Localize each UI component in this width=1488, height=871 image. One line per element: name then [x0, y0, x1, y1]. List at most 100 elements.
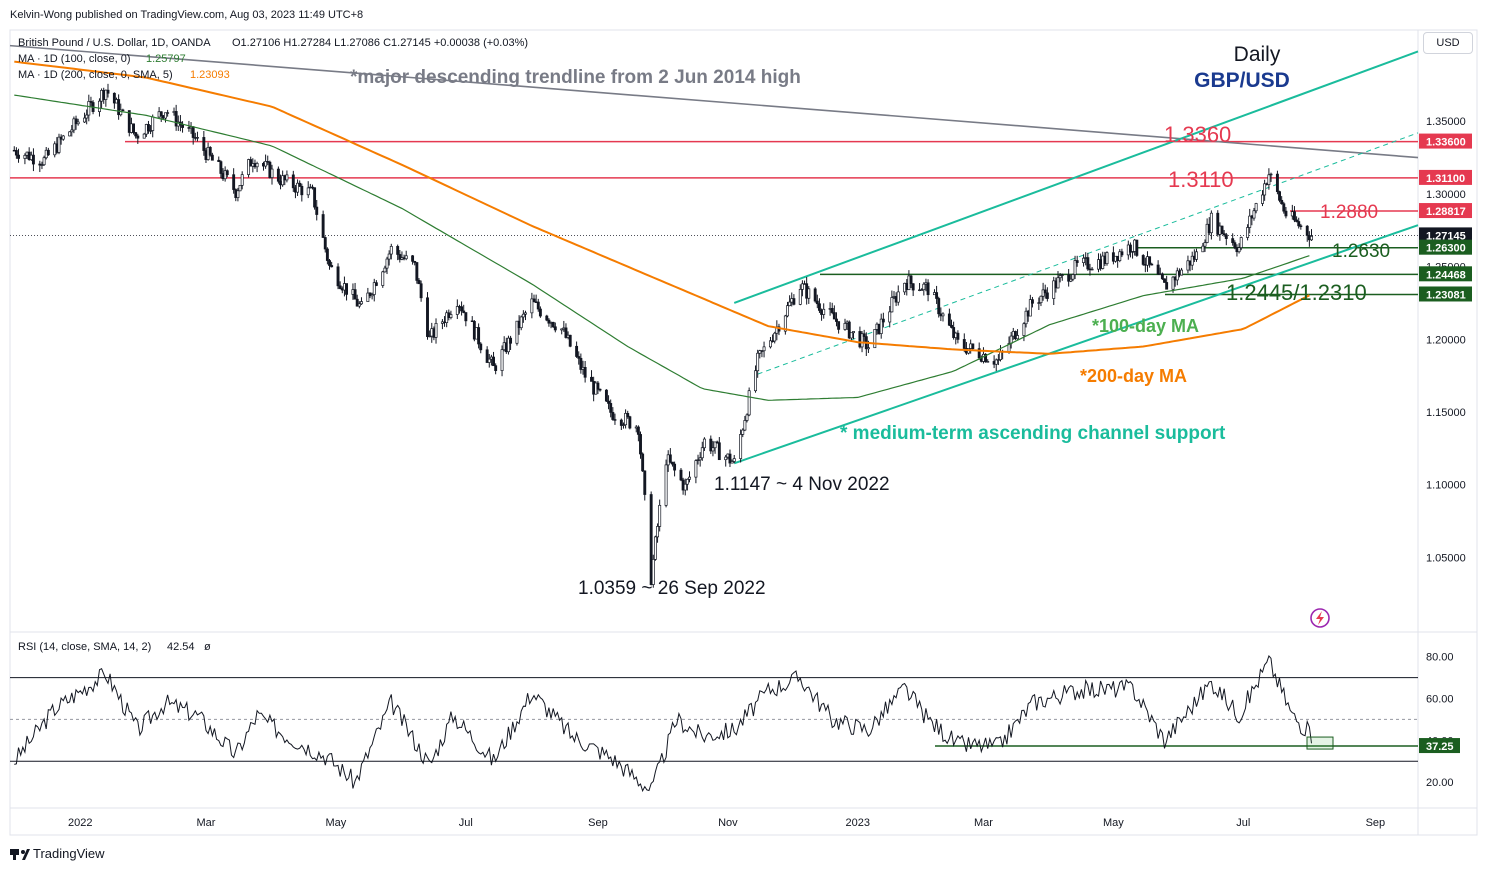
- candle-body: [1022, 323, 1026, 336]
- candle-body: [651, 559, 655, 585]
- candle-body: [426, 297, 429, 337]
- price-tick-label: 1.10000: [1426, 480, 1466, 492]
- candle-body: [396, 246, 400, 255]
- candle-body: [1086, 257, 1090, 270]
- candle-body: [147, 124, 150, 132]
- candle-body: [1224, 234, 1228, 239]
- candle-body: [926, 282, 930, 296]
- candle-body: [843, 323, 847, 330]
- rsi-legend-empty-icon: ø: [204, 641, 211, 653]
- rsi-legend-label[interactable]: RSI (14, close, SMA, 14, 2): [18, 641, 151, 653]
- candle-body: [575, 345, 579, 357]
- candle-body: [685, 478, 689, 485]
- symbol-title: British Pound / U.S. Dollar, 1D, OANDA: [18, 37, 211, 49]
- candle-body: [536, 301, 540, 310]
- candle-body: [641, 453, 645, 472]
- candle-body: [807, 288, 811, 299]
- candle-body: [210, 154, 214, 161]
- candle-body: [1269, 173, 1273, 176]
- candle-body: [142, 133, 146, 139]
- candle-body: [68, 131, 72, 137]
- candle-body: [291, 174, 295, 189]
- candle-body: [626, 413, 630, 418]
- price-label-text: 1.23081: [1426, 289, 1466, 301]
- candle-body: [956, 332, 960, 340]
- candle-body: [1060, 274, 1064, 276]
- candle-body: [462, 310, 466, 313]
- candle-body: [1284, 210, 1288, 217]
- ma100-legend-label[interactable]: MA · 1D (100, close, 0): [18, 53, 131, 65]
- candle-body: [98, 100, 101, 112]
- candle-body: [313, 187, 317, 208]
- candle-body: [545, 315, 549, 321]
- candle-body: [315, 206, 319, 215]
- candle-body: [888, 311, 892, 323]
- annotation-ma100: *100-day MA: [1092, 316, 1199, 336]
- candle-body: [624, 413, 628, 426]
- candle-body: [119, 109, 123, 116]
- currency-button[interactable]: USD: [1423, 32, 1473, 54]
- lightning-icon[interactable]: [1310, 608, 1330, 628]
- candle-body: [813, 288, 817, 302]
- candle-body: [649, 494, 653, 585]
- candle-body: [509, 337, 513, 344]
- publisher-note: Kelvin-Wong published on TradingView.com…: [10, 9, 363, 21]
- annotation-support-2: 1.2445/1.2310: [1226, 280, 1367, 305]
- candle-body: [664, 464, 668, 506]
- candle-body: [604, 389, 608, 402]
- ohlc-values: O1.27106 H1.27284 L1.27086 C1.27145 +0.0…: [232, 37, 528, 49]
- candle-body: [568, 334, 572, 347]
- candle-body: [195, 137, 199, 139]
- candle-body: [698, 457, 702, 461]
- candle-body: [477, 327, 481, 345]
- candle-body: [598, 388, 602, 391]
- candle-body: [1163, 278, 1166, 283]
- candle-body: [1045, 292, 1049, 299]
- candle-body: [1233, 242, 1237, 249]
- candle-body: [658, 504, 662, 527]
- candle-body: [862, 333, 866, 337]
- candle-body: [1231, 238, 1235, 244]
- descending-trendline: [9, 44, 1419, 159]
- candle-body: [1150, 263, 1154, 266]
- candle-body: [355, 298, 359, 307]
- ma100-line: [14, 94, 1310, 401]
- candle-body: [1075, 260, 1079, 263]
- candle-body: [668, 454, 672, 463]
- candle-body: [745, 414, 749, 421]
- price-label-text: 1.27145: [1426, 230, 1466, 242]
- candle-body: [136, 135, 140, 139]
- candle-body: [240, 174, 244, 186]
- candle-body: [709, 438, 713, 452]
- candle-body: [1216, 212, 1220, 235]
- candle-body: [238, 184, 242, 192]
- price-label-text: 1.33600: [1426, 137, 1466, 149]
- candle-body: [276, 168, 280, 182]
- time-tick-label: Jul: [459, 817, 473, 829]
- ma200-legend-label[interactable]: MA · 1D (200, close, 0, SMA, 5): [18, 69, 173, 81]
- annotation-support-1: 1.2630: [1332, 241, 1390, 262]
- candle-body: [700, 447, 704, 459]
- candle-body: [479, 343, 483, 351]
- candle-body: [1295, 219, 1299, 222]
- candle-body: [538, 308, 542, 317]
- candle-body: [296, 182, 300, 193]
- candle-body: [1165, 282, 1169, 290]
- candle-body: [117, 99, 121, 116]
- candle-body: [61, 135, 65, 140]
- candle-body: [800, 283, 804, 290]
- candle-body: [236, 190, 240, 198]
- price-tick-label: 1.30000: [1426, 189, 1466, 201]
- candle-body: [249, 159, 253, 167]
- candle-body: [191, 126, 195, 138]
- price-tick-label: 1.15000: [1426, 407, 1466, 419]
- candle-body: [715, 441, 719, 444]
- candle-body: [815, 300, 819, 305]
- candle-body: [76, 121, 80, 125]
- time-tick-label: Mar: [196, 817, 215, 829]
- candle-body: [500, 349, 504, 371]
- candle-body: [724, 456, 728, 461]
- candle-body: [835, 318, 838, 322]
- price-tick-label: 1.05000: [1426, 552, 1466, 564]
- candle-body: [381, 271, 385, 286]
